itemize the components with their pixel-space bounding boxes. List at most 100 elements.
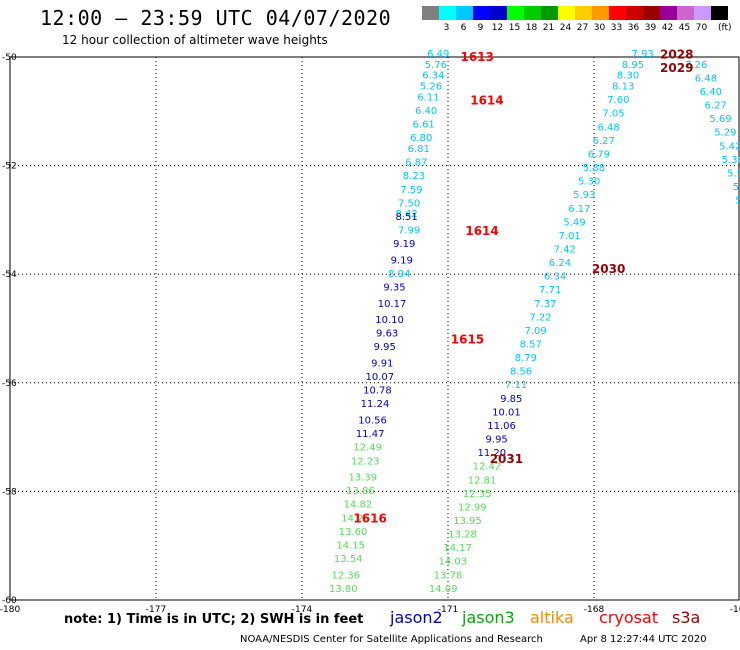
swh-value-label: 13.28 [448, 530, 477, 541]
swh-value-label: 13.80 [329, 584, 358, 595]
swh-value-label: 9.95 [486, 435, 508, 446]
swh-value-label: 5.29 [714, 128, 736, 139]
scale-swatch [575, 6, 592, 20]
lat-tick-label: -50 [2, 53, 17, 63]
scale-unit: (ft) [718, 23, 732, 33]
swh-value-label: 5. [735, 196, 740, 207]
swh-value-label: 14.82 [344, 500, 373, 511]
scale-label: 21 [542, 23, 555, 33]
scale-swatch [473, 6, 490, 20]
pass-label: 1616 [353, 512, 386, 526]
lat-tick-label: -56 [2, 379, 17, 389]
swh-value-label: 7.09 [524, 326, 546, 337]
scale-label: 27 [576, 23, 589, 33]
swh-value-label: 6.48 [695, 73, 717, 84]
swh-value-label: 14.26 [341, 513, 370, 524]
scale-swatch [694, 6, 711, 20]
scale-swatch [643, 6, 660, 20]
swh-value-label: 7.22 [529, 312, 551, 323]
swh-value-label: 7.01 [559, 231, 581, 242]
scale-label: 18 [525, 23, 538, 33]
swh-value-label: 7.71 [539, 285, 561, 296]
swh-value-label: 6.40 [700, 87, 722, 98]
legend-note: note: 1) Time is in UTC; 2) SWH is in fe… [64, 612, 364, 627]
satellite-s3a: s3a [672, 608, 701, 627]
swh-value-label: 9.95 [374, 342, 396, 353]
swh-value-label: 11.20 [477, 448, 506, 459]
swh-value-label: 7.99 [398, 225, 420, 236]
swh-value-label: 9.85 [500, 394, 522, 405]
scale-swatch [490, 6, 507, 20]
lon-tick-label: -168 [584, 605, 605, 615]
swh-value-label: 6.40 [415, 106, 437, 117]
swh-value-label: 9.35 [383, 282, 405, 293]
scale-swatch [507, 6, 524, 20]
swh-value-label: 5.5 [727, 168, 740, 179]
swh-value-label: 8.23 [403, 171, 425, 182]
pass-label: 2028 [660, 47, 693, 61]
pass-label: 1615 [451, 332, 484, 346]
swh-value-label: 12.23 [351, 456, 380, 467]
swh-value-label: 7.93 [632, 49, 654, 60]
swh-value-label: 10.78 [363, 386, 392, 397]
swh-value-label: 14.15 [336, 540, 365, 551]
scale-label: 42 [661, 23, 674, 33]
swh-value-label: 8.95 [622, 60, 644, 71]
scale-label: 39 [644, 23, 657, 33]
lon-tick-label: -165 [730, 605, 740, 615]
swh-value-label: 7.42 [554, 244, 576, 255]
swh-value-label: 7.60 [607, 95, 629, 106]
pass-label: 1614 [470, 93, 503, 107]
swh-value-label: 6.80 [410, 133, 432, 144]
lat-tick-label: -60 [2, 596, 17, 606]
swh-value-label: 14.09 [429, 584, 458, 595]
swh-value-label: 13.39 [349, 473, 378, 484]
scale-label: 45 [678, 23, 691, 33]
pass-label: 2030 [592, 262, 625, 276]
lat-tick-label: -52 [2, 162, 17, 172]
scale-swatch [711, 6, 728, 20]
swh-value-label: 6.49 [427, 49, 449, 60]
swh-value-label: 7.05 [602, 109, 624, 120]
swh-value-label: 5.76 [425, 60, 447, 71]
swh-value-label: 5.30 [578, 177, 600, 188]
swh-value-label: 6.24 [549, 258, 571, 269]
swh-value-label: 8.51 [396, 212, 418, 223]
swh-value-label: 10.56 [358, 416, 387, 427]
swh-value-label: 12.36 [331, 570, 360, 581]
swh-value-label: 6.48 [597, 122, 619, 133]
swh-value-label: 5.30 [722, 155, 740, 166]
scale-label: 30 [593, 23, 606, 33]
swh-value-label: 11.06 [487, 421, 516, 432]
swh-value-label: 6.27 [705, 101, 727, 112]
lon-tick-label: -171 [438, 605, 458, 615]
swh-value-label: 6.11 [417, 92, 439, 103]
swh-value-label: 12.81 [468, 475, 497, 486]
swh-value-label: 13.54 [334, 554, 363, 565]
swh-value-label: 6.81 [408, 144, 430, 155]
lon-tick-label: -177 [146, 605, 166, 615]
swh-value-label: 7.50 [398, 198, 420, 209]
swh-value-label: 5.42 [719, 141, 740, 152]
swh-value-label: 13.95 [453, 516, 482, 527]
pass-label: 2031 [490, 452, 523, 466]
swh-value-label: 10.01 [492, 407, 521, 418]
swh-value-label: 5.26 [420, 82, 442, 93]
swh-value-label: 12.99 [458, 502, 487, 513]
scale-swatch [422, 6, 439, 20]
swh-value-label: 10.10 [375, 315, 404, 326]
swh-value-label: 10.17 [378, 299, 407, 310]
scale-label: 3 [443, 23, 450, 33]
swh-value-label: 9.63 [376, 329, 398, 340]
swh-value-label: 5.93 [573, 190, 595, 201]
generation-timestamp: Apr 8 12:27:44 UTC 2020 [580, 634, 707, 645]
scale-swatch [626, 6, 643, 20]
swh-value-label: 5.49 [563, 217, 585, 228]
swh-value-label: 8.94 [388, 269, 410, 280]
swh-value-label: 8.57 [520, 340, 542, 351]
scale-swatch [541, 6, 558, 20]
page-subtitle: 12 hour collection of altimeter wave hei… [62, 33, 328, 47]
swh-value-label: 7.59 [400, 185, 422, 196]
swh-value-label: 13.78 [434, 570, 463, 581]
